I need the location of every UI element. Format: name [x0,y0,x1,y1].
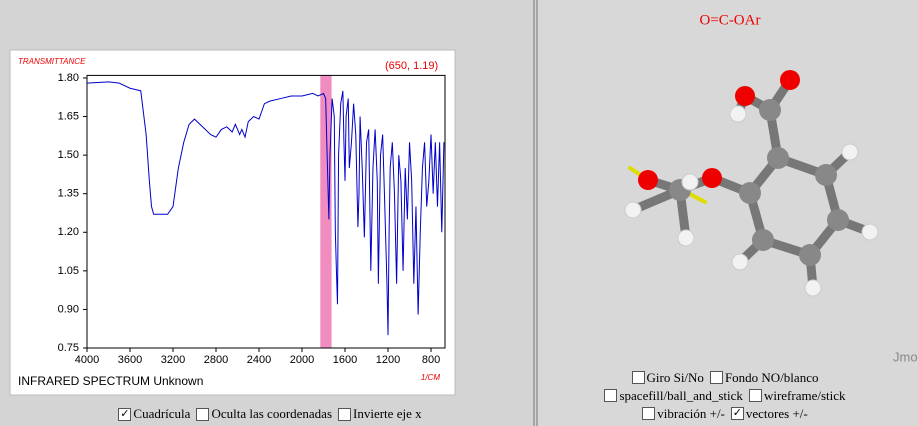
option: Invierte eje x [338,406,422,422]
option: Oculta las coordenadas [196,406,332,422]
y-tick-label: 1.35 [58,188,79,200]
x-tick-label: 2800 [204,354,228,366]
right-panel [538,0,918,426]
x-tick-label: 1200 [376,354,400,366]
x-tick-label: 4000 [75,354,99,366]
x-axis-label: 1/CM [421,373,440,382]
spectrum-controls: ✓Cuadrícula Oculta las coordenadas Inviert… [10,405,530,423]
watermark: Jmo [893,349,918,364]
footer: INFRARED SPECTRUM Unknown [18,374,203,388]
checkbox[interactable] [642,407,655,420]
checkbox[interactable] [338,408,351,421]
option: ✓vectores +/- [731,406,808,422]
coordinates: (650, 1.19) [385,60,438,72]
option: vibración +/- [642,406,725,422]
app: 1.80 1.65 1.50 1.35 1.20 1.05 0.90 0.754000 3600… [0,0,918,426]
option-label[interactable]: vectores +/- [746,406,808,422]
x-tick-label: 3200 [161,354,185,366]
checkbox[interactable] [196,408,209,421]
y-tick-label: 1.50 [58,149,79,161]
y-tick-label: 1.20 [58,226,79,238]
option: wireframe/stick [749,388,846,404]
option-label[interactable]: wireframe/stick [764,388,846,404]
option-row: spacefill/ball_and_stick wireframe/stick [540,387,910,404]
option-label[interactable]: Invierte eje x [353,406,422,422]
y-axis-label: TRANSMITTANCE [18,57,86,66]
option-row: Giro Si/No Fondo NO/blanco [540,369,910,386]
x-tick-label: 2400 [247,354,271,366]
checkbox[interactable] [632,371,645,384]
option-label[interactable]: Giro Si/No [647,370,704,386]
option-label[interactable]: Cuadrícula [133,406,190,422]
x-tick-label: 1600 [333,354,357,366]
checkbox[interactable] [749,389,762,402]
checkbox[interactable] [710,371,723,384]
option-label[interactable]: Fondo NO/blanco [725,370,819,386]
checkbox[interactable]: ✓ [118,408,131,421]
canvas: 1.80 1.65 1.50 1.35 1.20 1.05 0.90 0.754000 3600… [0,0,918,426]
x-tick-label: 3600 [118,354,142,366]
option-label[interactable]: spacefill/ball_and_stick [619,388,742,404]
option: Giro Si/No [632,370,704,386]
x-tick-label: 800 [422,354,440,366]
option: ✓Cuadrícula [118,406,190,422]
molecule-title: O=C-OAr [700,12,761,28]
option: spacefill/ball_and_stick [604,388,742,404]
y-tick-label: 1.80 [58,72,79,84]
option: Fondo NO/blanco [710,370,819,386]
y-tick-label: 1.65 [58,110,79,122]
y-tick-label: 1.05 [58,265,79,277]
checkbox[interactable] [604,389,617,402]
x-tick-label: 2000 [290,354,314,366]
option-label[interactable]: vibración +/- [657,406,725,422]
y-tick-label: 0.75 [58,342,79,354]
checkbox[interactable]: ✓ [731,407,744,420]
option-row: vibración +/- ✓vectores +/- [540,405,910,422]
option-label[interactable]: Oculta las coordenadas [211,406,332,422]
y-tick-label: 0.90 [58,303,79,315]
